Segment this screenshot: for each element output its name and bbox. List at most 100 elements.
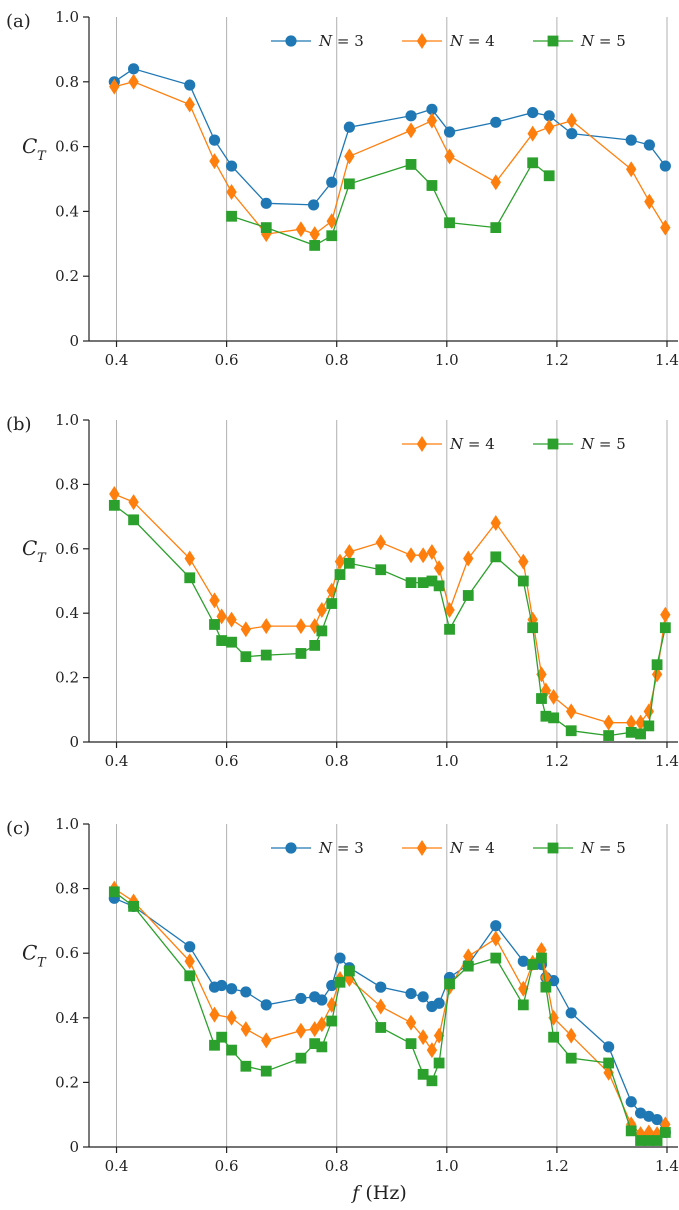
- data-point: [261, 1032, 272, 1049]
- data-point: [260, 999, 272, 1011]
- data-point: [548, 1009, 559, 1026]
- x-axis-label: f (Hz): [350, 1182, 407, 1204]
- data-point: [660, 219, 671, 236]
- data-point: [405, 547, 417, 564]
- data-point: [127, 63, 140, 75]
- x-tick-label: 1.2: [545, 351, 569, 369]
- data-point: [444, 978, 455, 990]
- y-tick-label: 0.6: [55, 138, 79, 156]
- data-point: [326, 1015, 338, 1027]
- data-point: [375, 1022, 387, 1033]
- data-point: [490, 952, 502, 964]
- data-point: [240, 1021, 252, 1038]
- data-point: [643, 1135, 655, 1146]
- panel-label: (a): [6, 11, 31, 32]
- data-point: [659, 160, 671, 172]
- data-point: [225, 160, 238, 172]
- data-point: [343, 178, 355, 190]
- data-point: [462, 590, 474, 601]
- x-tick-label: 1.4: [655, 752, 679, 770]
- data-point: [463, 550, 474, 567]
- data-point: [240, 1060, 252, 1072]
- legend: N = 4 N = 5: [402, 435, 626, 453]
- data-point: [417, 1029, 429, 1046]
- data-point: [433, 1057, 445, 1069]
- data-point: [426, 112, 438, 129]
- series-square: [226, 157, 555, 251]
- data-point: [334, 976, 346, 988]
- data-point: [334, 952, 346, 964]
- data-point: [226, 210, 237, 222]
- data-point: [433, 580, 445, 592]
- data-point: [184, 953, 195, 970]
- legend-marker: [416, 436, 428, 452]
- x-tick-label: 1.0: [435, 752, 459, 770]
- legend-label: N = 5: [580, 839, 626, 857]
- data-point: [463, 948, 474, 965]
- x-tick-label: 0.8: [325, 752, 349, 770]
- x-tick-label: 0.4: [105, 351, 129, 369]
- data-point: [343, 557, 355, 569]
- data-point: [226, 636, 237, 648]
- data-point: [540, 710, 552, 722]
- x-tick-label: 0.6: [215, 1157, 239, 1175]
- data-point: [536, 952, 547, 964]
- data-point: [635, 728, 646, 740]
- data-point: [184, 96, 195, 113]
- data-point: [527, 157, 539, 169]
- y-axis-label-subscript: T: [37, 149, 47, 164]
- chart-panel-2: 0.4 0.6 0.8 1.0 1.2 1.4 0 0.2 0.4 0.6 0.8 1.0 (c) C Tf…: [6, 815, 679, 1204]
- data-point: [490, 174, 501, 191]
- data-point: [295, 992, 307, 1005]
- y-tick-label: 0.2: [55, 669, 79, 687]
- y-tick-label: 1.0: [55, 8, 79, 26]
- data-point: [540, 981, 552, 993]
- x-tick-label: 1.0: [435, 351, 459, 369]
- legend-label: N = 3: [318, 839, 364, 857]
- data-point: [128, 494, 139, 511]
- data-point: [375, 534, 386, 551]
- data-point: [490, 515, 501, 532]
- data-point: [209, 153, 220, 170]
- data-point: [540, 682, 552, 699]
- data-point: [651, 1135, 663, 1146]
- data-point: [651, 1113, 663, 1126]
- data-point: [548, 1031, 559, 1043]
- data-point: [295, 648, 307, 659]
- data-point: [527, 959, 539, 970]
- data-point: [603, 1064, 614, 1081]
- data-point: [128, 514, 139, 526]
- data-point: [226, 1044, 237, 1056]
- data-point: [490, 116, 502, 128]
- y-tick-label: 0.8: [55, 475, 79, 493]
- data-point: [261, 618, 272, 635]
- data-point: [443, 126, 456, 138]
- data-point: [444, 601, 455, 618]
- data-point: [216, 979, 228, 992]
- data-point: [543, 110, 555, 122]
- data-point: [405, 987, 417, 1000]
- series-diamond: [109, 73, 671, 243]
- data-point: [405, 122, 417, 139]
- data-point: [626, 1116, 637, 1133]
- legend-label: N = 4: [449, 839, 495, 857]
- data-point: [316, 1016, 328, 1033]
- y-tick-label: 0.6: [55, 944, 79, 962]
- legend: N = 3 N = 4 N = 5: [271, 839, 626, 857]
- y-tick-label: 0.4: [55, 1009, 79, 1027]
- data-point: [240, 651, 252, 663]
- data-point: [405, 1038, 417, 1050]
- data-point: [566, 112, 577, 129]
- data-point: [548, 712, 559, 724]
- x-tick-label: 0.4: [105, 1157, 129, 1175]
- data-point: [405, 110, 417, 122]
- data-point: [643, 720, 655, 732]
- data-point: [444, 217, 455, 229]
- y-tick-label: 1.0: [55, 815, 79, 833]
- x-tick-label: 1.4: [655, 1157, 679, 1175]
- data-point: [536, 693, 547, 704]
- data-point: [326, 230, 338, 242]
- data-point: [316, 625, 328, 637]
- data-point: [108, 886, 120, 898]
